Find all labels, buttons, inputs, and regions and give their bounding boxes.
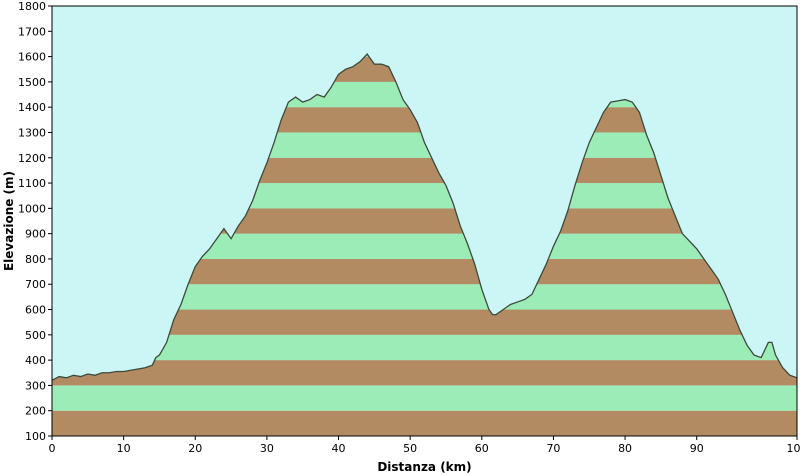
- y-tick-label: 800: [25, 253, 46, 266]
- y-tick-label: 100: [25, 430, 46, 443]
- elevation-band: [52, 410, 797, 436]
- elevation-profile-line: [51, 53, 798, 381]
- y-tick-label: 400: [25, 354, 46, 367]
- plot-frame: [51, 5, 798, 437]
- x-tick-label: 60: [475, 442, 489, 455]
- y-axis-ticks: 100 200 300 400 500 600 700 800 900 1000 1100 1200 1…: [18, 0, 52, 443]
- x-tick-label: 0: [49, 442, 56, 455]
- x-tick-label: 70: [546, 442, 560, 455]
- x-axis-ticks: 0 10 20 30 40 50 60 70 80 90 104: [49, 436, 800, 455]
- x-tick-label: 50: [403, 442, 417, 455]
- y-tick-label: 1500: [18, 76, 46, 89]
- x-tick-label: 104: [787, 442, 800, 455]
- x-tick-label: 80: [618, 442, 632, 455]
- y-tick-label: 1400: [18, 101, 46, 114]
- x-tick-label: 40: [332, 442, 346, 455]
- y-tick-label: 700: [25, 278, 46, 291]
- y-tick-label: 1700: [18, 25, 46, 38]
- y-tick-label: 200: [25, 405, 46, 418]
- x-axis-title: Distanza (km): [377, 460, 471, 474]
- y-tick-label: 300: [25, 379, 46, 392]
- x-tick-label: 30: [260, 442, 274, 455]
- y-tick-label: 600: [25, 304, 46, 317]
- y-tick-label: 1000: [18, 202, 46, 215]
- x-tick-label: 10: [117, 442, 131, 455]
- x-tick-label: 90: [690, 442, 704, 455]
- y-tick-label: 500: [25, 329, 46, 342]
- y-tick-label: 1300: [18, 126, 46, 139]
- x-tick-label: 20: [188, 442, 202, 455]
- y-tick-label: 900: [25, 228, 46, 241]
- y-tick-label: 1200: [18, 152, 46, 165]
- elevation-band: [52, 385, 797, 411]
- elevation-band: [52, 334, 797, 361]
- elevation-band: [52, 360, 797, 386]
- y-tick-label: 1100: [18, 177, 46, 190]
- y-tick-label: 1800: [18, 0, 46, 13]
- y-tick-label: 1600: [18, 51, 46, 64]
- y-axis-title: Elevazione (m): [2, 171, 16, 271]
